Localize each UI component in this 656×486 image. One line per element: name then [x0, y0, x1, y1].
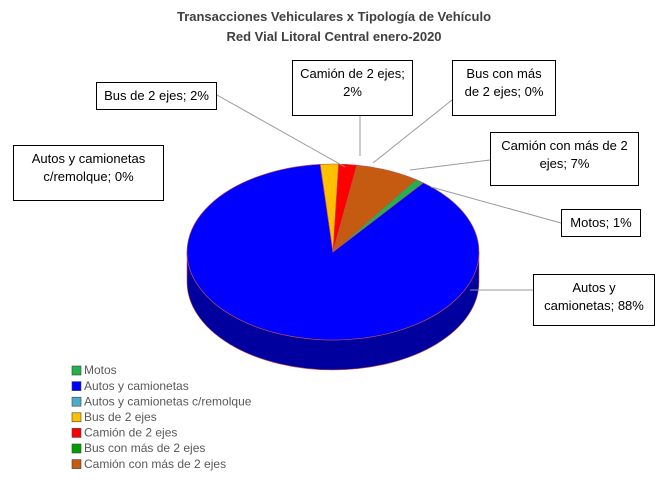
leader-line — [409, 159, 491, 171]
legend-label: Autos y camionetas c/remolque — [84, 394, 252, 408]
leader-line — [216, 94, 346, 168]
data-label: Autos y camionetas; 88% — [533, 274, 655, 326]
legend-swatch — [71, 443, 82, 454]
legend-label: Bus de 2 ejes — [84, 410, 157, 424]
legend-label: Bus con más de 2 ejes — [84, 441, 205, 455]
data-label: Motos; 1% — [561, 209, 641, 237]
legend-label: Camión con más de 2 ejes — [84, 457, 226, 471]
leader-line — [430, 186, 562, 224]
legend-swatch — [71, 459, 82, 469]
legend-swatch — [71, 381, 82, 391]
legend-label: Autos y camionetas — [84, 379, 189, 393]
data-label: Bus de 2 ejes; 2% — [96, 82, 217, 110]
data-label: Camión con más de 2 ejes; 7% — [490, 132, 639, 186]
legend-label: Camión de 2 ejes — [84, 426, 177, 440]
pie-top — [186, 163, 480, 341]
data-label: Camión de 2 ejes; 2% — [292, 60, 413, 116]
legend-swatch — [71, 365, 82, 376]
legend-swatch — [71, 396, 82, 407]
chart-title: Transacciones Vehiculares x Tipología de… — [177, 9, 491, 24]
leader-line — [372, 99, 453, 164]
data-label: Bus con más de 2 ejes; 0% — [452, 60, 556, 116]
pie-slice — [332, 164, 417, 253]
legend-swatch — [71, 428, 82, 438]
legend-swatch — [71, 412, 82, 423]
legend-label: Motos — [84, 363, 117, 377]
data-label: Autos y camionetas c/remolque; 0% — [13, 145, 164, 201]
chart-subtitle: Red Vial Litoral Central enero-2020 — [226, 29, 441, 44]
